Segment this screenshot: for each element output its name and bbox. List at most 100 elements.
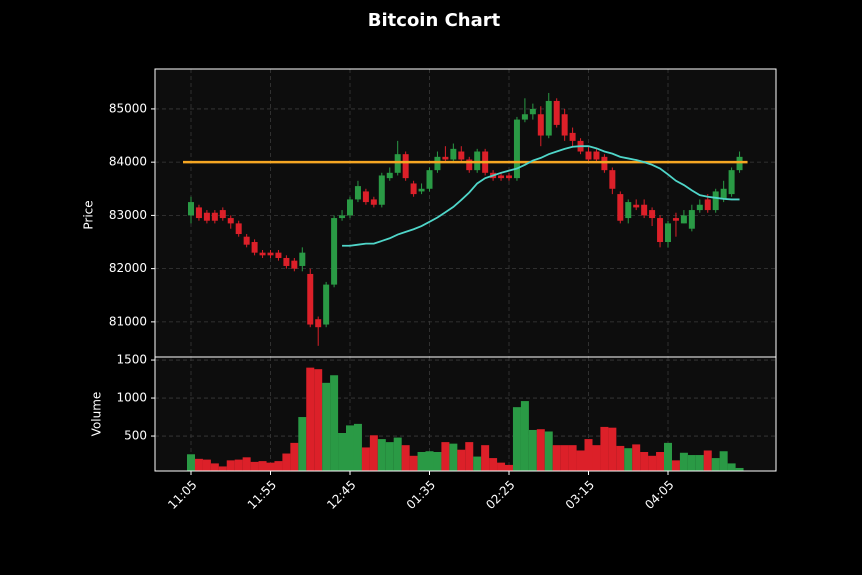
volume-bar — [640, 452, 649, 471]
volume-bar — [274, 461, 283, 471]
volume-bar — [234, 459, 243, 471]
volume-bar — [314, 369, 323, 471]
volume-bar — [361, 447, 370, 471]
candle-body — [299, 252, 306, 266]
candle-body — [601, 156, 608, 171]
volume-bar — [441, 442, 450, 471]
volume-bar — [465, 442, 474, 471]
candle-body — [688, 210, 695, 229]
candle-body — [720, 188, 727, 200]
volume-bar — [727, 463, 736, 471]
y-tick-label: 83000 — [109, 208, 147, 222]
candle-body — [498, 175, 505, 179]
candle-body — [537, 114, 544, 136]
volume-bar — [711, 458, 720, 471]
volume-bar — [624, 448, 633, 471]
candle-body — [418, 188, 425, 192]
candle-body — [450, 148, 457, 160]
candle-body — [283, 257, 290, 266]
candle-body — [354, 186, 361, 200]
candle-body — [569, 132, 576, 141]
y-axis-label: Price — [82, 200, 96, 229]
volume-bar — [664, 442, 672, 471]
volume-bar — [632, 444, 641, 471]
volume-bar — [695, 455, 704, 471]
volume-bar — [266, 462, 275, 471]
candle-body — [625, 202, 632, 219]
candle-body — [506, 175, 512, 179]
candle-body — [513, 119, 520, 179]
candle-body — [434, 156, 441, 171]
volume-bar — [330, 375, 339, 471]
candle-body — [641, 204, 648, 216]
candle-body — [672, 218, 679, 221]
volume-bar — [194, 458, 203, 471]
volume-bar — [449, 443, 458, 471]
candle-body — [410, 183, 417, 195]
volume-bar — [592, 445, 601, 471]
volume-bar — [512, 407, 521, 471]
volume-bar — [306, 367, 315, 471]
volume-bar — [473, 456, 482, 471]
candle-body — [474, 151, 481, 171]
volume-bar — [226, 460, 235, 471]
volume-frame — [154, 356, 777, 472]
volume-bar — [584, 439, 593, 471]
candle-body — [243, 236, 250, 245]
volume-bar — [210, 463, 219, 471]
y-tick-label: 81000 — [109, 314, 147, 328]
volume-bar — [679, 452, 688, 471]
candle-body — [347, 199, 353, 216]
volume-bar — [520, 401, 529, 471]
volume-bar — [409, 455, 418, 471]
candle-body — [251, 242, 258, 253]
moving-average-line — [342, 145, 740, 247]
volume-bar — [497, 462, 506, 471]
volume-bar — [258, 461, 267, 471]
volume-bar — [202, 459, 211, 471]
candle-body — [394, 154, 401, 173]
candle-body — [331, 218, 338, 285]
candle-body — [680, 215, 687, 224]
volume-bar — [385, 442, 394, 471]
volume-bar — [187, 454, 195, 471]
volume-bar — [433, 452, 442, 471]
candle-body — [267, 252, 274, 256]
candle-body — [593, 151, 600, 160]
candle-body — [307, 273, 314, 325]
candle-body — [649, 210, 656, 219]
candle-body — [315, 319, 322, 328]
volume-bar — [560, 445, 569, 471]
candle-body — [712, 191, 719, 211]
candle-body — [227, 218, 234, 224]
candle-body — [458, 151, 465, 160]
candle-body — [275, 252, 282, 258]
candle-body — [235, 223, 242, 235]
volume-tick-label: 500 — [124, 429, 147, 443]
volume-bar — [481, 445, 490, 471]
volume-axis-label: Volume — [90, 392, 104, 437]
volume-bar — [393, 437, 402, 471]
volume-bar — [282, 453, 291, 471]
candle-body — [521, 114, 528, 120]
volume-bar — [552, 445, 561, 471]
candle-body — [378, 175, 385, 205]
candle-body — [657, 218, 664, 243]
volume-bar — [290, 442, 299, 471]
candle-body — [291, 260, 298, 269]
candle-body — [585, 151, 592, 160]
candle-body — [426, 170, 433, 189]
candle-body — [259, 252, 266, 256]
volume-bar — [218, 466, 227, 471]
volume-bar — [369, 435, 378, 471]
volume-bar — [250, 461, 259, 471]
candle-body — [553, 100, 560, 125]
candle-body — [545, 100, 552, 136]
volume-bar — [489, 458, 498, 471]
candle-body — [736, 156, 743, 171]
volume-tick-label: 1000 — [116, 391, 147, 405]
candle-body — [188, 202, 194, 216]
candle-body — [466, 159, 473, 171]
candle-body — [323, 284, 330, 325]
